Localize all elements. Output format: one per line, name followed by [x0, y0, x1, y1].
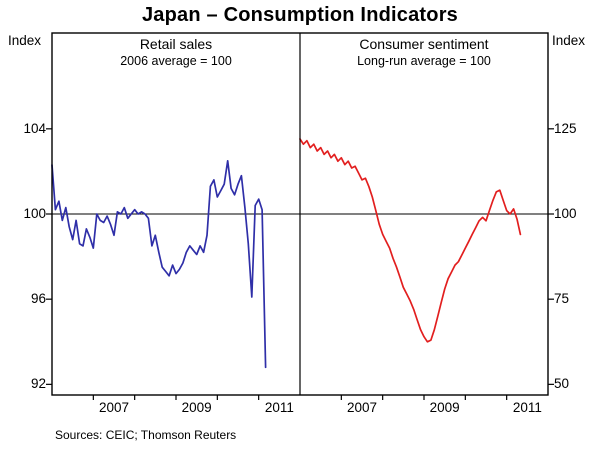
y-axis-tick-label: 75: [554, 291, 570, 307]
left-panel-subtitle: 2006 average = 100: [120, 54, 232, 68]
chart-title: Japan – Consumption Indicators: [141, 4, 459, 26]
y-axis-tick-label: 125: [554, 120, 577, 136]
y-axis-tick-label: 104: [23, 120, 46, 136]
right-axis-unit-label: Index: [552, 33, 586, 48]
source-note: Sources: CEIC; Thomson Reuters: [55, 428, 237, 442]
x-axis-tick-label: 2007: [98, 400, 130, 415]
x-axis-tick-label: 2011: [512, 400, 542, 415]
x-axis-tick-label: 2009: [429, 400, 460, 415]
y-axis-tick-label: 100: [23, 206, 46, 221]
right-panel-title: Consumer sentiment: [359, 36, 489, 52]
left-panel-title: Retail sales: [139, 36, 213, 52]
y-axis-tick-label: 100: [554, 206, 577, 221]
left-axis-unit-label: Index: [8, 33, 42, 48]
series-line-retail-sales: [51, 159, 267, 369]
y-axis-tick-label: 50: [554, 376, 570, 392]
x-axis-tick-label: 2007: [346, 400, 378, 415]
y-axis-tick-label: 92: [30, 376, 46, 392]
plot-border: [51, 32, 549, 396]
x-axis-tick-label: 2011: [264, 400, 294, 415]
y-axis-tick-label: 96: [30, 291, 46, 307]
right-panel-subtitle: Long-run average = 100: [357, 54, 491, 68]
series-line-consumer-sentiment: [299, 138, 522, 343]
x-axis-tick-label: 2009: [181, 400, 212, 415]
